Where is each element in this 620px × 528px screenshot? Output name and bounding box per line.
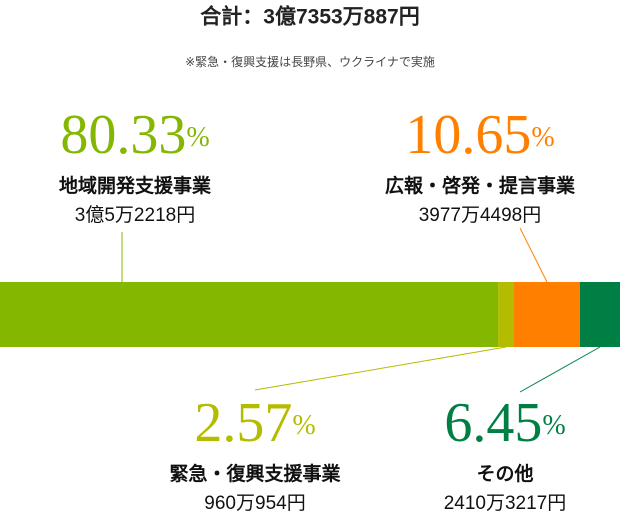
value-label: 2.57%: [194, 392, 315, 454]
value-number: 80.33: [60, 104, 186, 166]
value-unit: %: [186, 122, 209, 153]
leader-line: [519, 227, 548, 283]
legend-label: その他: [476, 462, 533, 485]
note: ※緊急・復興支援は長野県、ウクライナで実施: [185, 54, 435, 69]
value-unit: %: [292, 410, 315, 441]
amount-label: 2410万3217円: [444, 493, 567, 514]
value-unit: %: [542, 410, 565, 441]
bar-segment: [513, 282, 581, 347]
legend-label: 広報・啓発・提言事業: [385, 174, 576, 197]
legend-label: 緊急・復興支援事業: [169, 462, 341, 485]
amount-label: 3億5万2218円: [75, 204, 195, 226]
bar-segment: [498, 282, 514, 347]
legend-label: 地域開発支援事業: [59, 174, 212, 197]
amount-label: 960万954円: [204, 493, 305, 514]
amount-label: 3977万4498円: [419, 205, 542, 226]
value-number: 2.57: [194, 392, 292, 454]
value-unit: %: [531, 122, 554, 153]
leader-line: [254, 346, 507, 391]
value-number: 6.45: [444, 392, 542, 454]
value-label: 80.33%: [60, 104, 209, 166]
leader-line: [519, 346, 601, 393]
value-number: 10.65: [405, 104, 531, 166]
value-label: 10.65%: [405, 104, 554, 166]
chart-title: 合計：3億7353万887円: [200, 5, 419, 29]
bar-segment: [0, 282, 499, 347]
bar-segment: [580, 282, 620, 347]
value-label: 6.45%: [444, 392, 565, 454]
